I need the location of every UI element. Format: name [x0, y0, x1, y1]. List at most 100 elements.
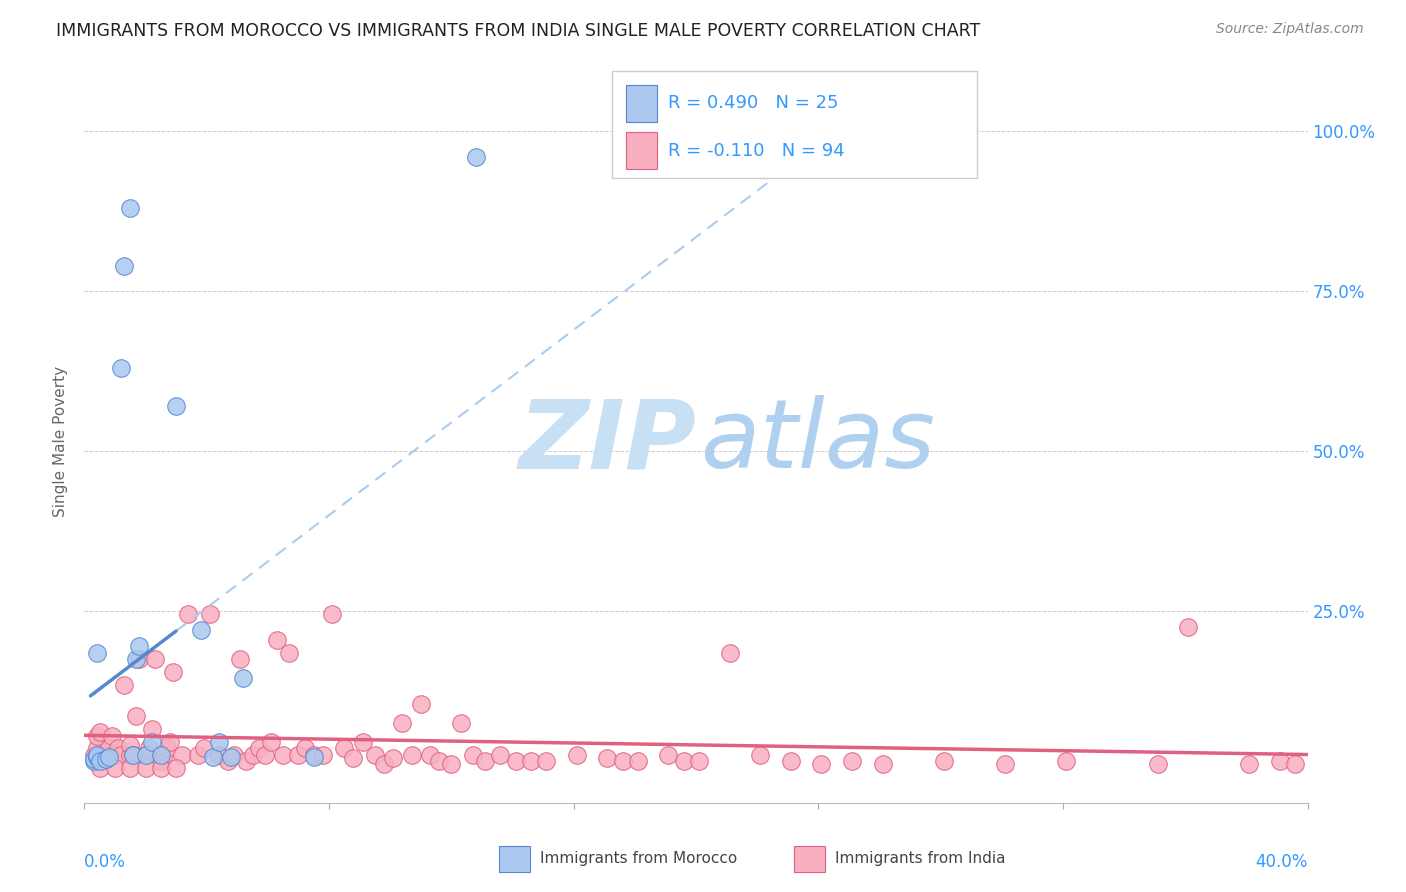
Point	[440, 757, 463, 772]
Point	[810, 757, 832, 772]
Point	[193, 741, 215, 756]
Point	[688, 754, 710, 768]
Point	[110, 361, 132, 376]
Point	[107, 741, 129, 756]
Point	[89, 747, 111, 762]
Point	[271, 747, 294, 762]
Point	[224, 747, 246, 762]
Point	[352, 735, 374, 749]
Text: Immigrants from India: Immigrants from India	[835, 852, 1005, 866]
Point	[162, 665, 184, 679]
Point	[247, 741, 270, 756]
Point	[373, 757, 395, 772]
Point	[104, 747, 127, 762]
Point	[89, 725, 111, 739]
Point	[138, 741, 160, 756]
Point	[1268, 754, 1291, 768]
Point	[450, 715, 472, 730]
Point	[165, 761, 187, 775]
Text: R = 0.490   N = 25: R = 0.490 N = 25	[668, 95, 838, 112]
Point	[83, 747, 105, 762]
Point	[128, 652, 150, 666]
Point	[153, 747, 176, 762]
Point	[612, 754, 634, 768]
Point	[427, 754, 450, 768]
Point	[505, 754, 527, 768]
Point	[141, 723, 163, 737]
Point	[565, 747, 588, 762]
Point	[302, 749, 325, 764]
Point	[165, 400, 187, 414]
Text: atlas: atlas	[700, 395, 935, 488]
Point	[841, 754, 863, 768]
Point	[125, 652, 148, 666]
Point	[101, 729, 124, 743]
Point	[135, 747, 157, 762]
Point	[172, 747, 194, 762]
Point	[364, 747, 387, 762]
Point	[266, 632, 288, 647]
Point	[186, 747, 208, 762]
Point	[419, 747, 441, 762]
Point	[657, 747, 679, 762]
Point	[89, 761, 111, 775]
Point	[461, 747, 484, 762]
Point	[1239, 757, 1261, 772]
Point	[391, 715, 413, 730]
Point	[208, 735, 231, 749]
Point	[135, 761, 157, 775]
Text: 40.0%: 40.0%	[1256, 854, 1308, 871]
Point	[198, 607, 221, 622]
Point	[278, 646, 301, 660]
Point	[122, 747, 145, 762]
Point	[120, 761, 142, 775]
Point	[104, 761, 127, 775]
Point	[156, 741, 179, 756]
Point	[333, 741, 356, 756]
Point	[994, 757, 1017, 772]
Point	[141, 735, 163, 749]
Point	[125, 709, 148, 723]
Point	[177, 607, 200, 622]
Point	[159, 735, 181, 749]
Point	[89, 754, 111, 768]
Point	[253, 747, 276, 762]
Point	[464, 150, 486, 164]
Point	[86, 741, 108, 756]
Text: 0.0%: 0.0%	[84, 854, 127, 871]
Point	[120, 201, 142, 215]
Point	[672, 754, 695, 768]
Point	[86, 747, 108, 762]
Y-axis label: Single Male Poverty: Single Male Poverty	[53, 366, 69, 517]
Point	[1177, 620, 1199, 634]
Point	[122, 747, 145, 762]
Point	[83, 752, 105, 766]
Point	[112, 677, 135, 691]
Point	[83, 754, 105, 768]
Point	[872, 757, 894, 772]
Point	[932, 754, 955, 768]
Point	[718, 646, 741, 660]
Point	[208, 747, 231, 762]
Point	[86, 729, 108, 743]
Point	[149, 747, 172, 762]
Point	[94, 752, 117, 766]
Point	[94, 747, 117, 762]
Text: R = -0.110   N = 94: R = -0.110 N = 94	[668, 142, 845, 160]
Point	[1284, 757, 1306, 772]
Point	[97, 741, 120, 756]
Point	[260, 735, 283, 749]
Point	[128, 639, 150, 653]
Point	[235, 754, 257, 768]
Point	[86, 749, 108, 764]
Point	[97, 749, 120, 764]
Point	[149, 754, 172, 768]
Point	[312, 747, 335, 762]
Point	[749, 747, 772, 762]
Point	[302, 747, 325, 762]
Point	[489, 747, 512, 762]
Point	[149, 761, 172, 775]
Point	[232, 671, 254, 685]
Point	[219, 749, 242, 764]
Text: Source: ZipAtlas.com: Source: ZipAtlas.com	[1216, 22, 1364, 37]
